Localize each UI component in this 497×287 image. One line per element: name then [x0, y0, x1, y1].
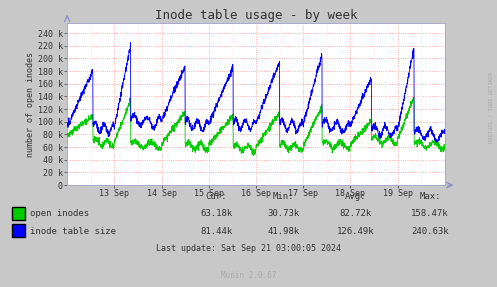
Text: inode table size: inode table size	[30, 226, 116, 236]
Text: 126.49k: 126.49k	[336, 226, 374, 236]
Text: 63.18k: 63.18k	[200, 209, 232, 218]
Text: 30.73k: 30.73k	[267, 209, 299, 218]
Text: Max:: Max:	[419, 192, 441, 201]
Text: open inodes: open inodes	[30, 209, 89, 218]
Text: Last update: Sat Sep 21 03:00:05 2024: Last update: Sat Sep 21 03:00:05 2024	[156, 244, 341, 253]
Y-axis label: number of open inodes: number of open inodes	[26, 52, 35, 156]
Text: 41.98k: 41.98k	[267, 226, 299, 236]
Text: 81.44k: 81.44k	[200, 226, 232, 236]
Title: Inode table usage - by week: Inode table usage - by week	[155, 9, 357, 22]
Text: Munin 2.0.67: Munin 2.0.67	[221, 271, 276, 280]
Text: Cur:: Cur:	[205, 192, 227, 201]
Text: 158.47k: 158.47k	[411, 209, 449, 218]
Text: Min:: Min:	[272, 192, 294, 201]
Text: 240.63k: 240.63k	[411, 226, 449, 236]
Text: Avg:: Avg:	[344, 192, 366, 201]
Text: RRDTOOL / TOBI OETIKER: RRDTOOL / TOBI OETIKER	[489, 72, 494, 143]
Text: 82.72k: 82.72k	[339, 209, 371, 218]
